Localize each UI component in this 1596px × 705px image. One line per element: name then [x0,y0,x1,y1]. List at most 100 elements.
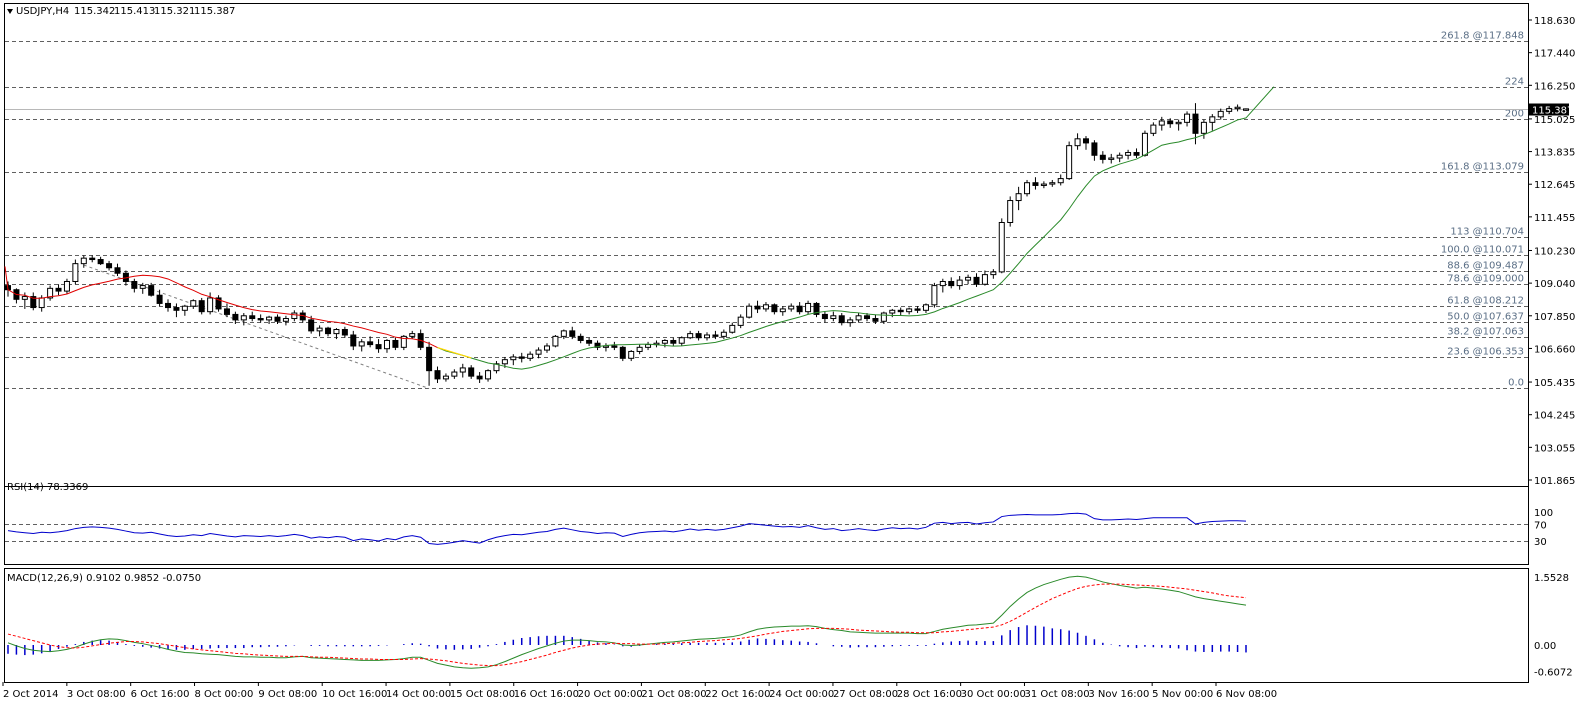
candle-body [266,316,273,321]
candle-body [1116,154,1123,159]
candle-body [855,315,862,321]
axis-layer: 118.630 117.440 116.250 115.025 113.835 112.6… [2,16,1575,700]
time-tick-label: 9 Oct 08:00 [258,689,317,700]
macd-layer [7,575,1247,669]
time-tick-label: 31 Oct 08:00 [1024,689,1089,700]
time-tick-label: 24 Oct 00:00 [769,689,834,700]
candle-body [207,297,214,313]
time-tick-label: 21 Oct 08:00 [641,689,706,700]
price-tick-label: 109.040 [1534,279,1575,290]
rsi-line [7,512,1247,545]
candle-body [1007,200,1014,223]
candle-body [215,297,222,310]
fib-level-label: 88.6 @109.487 [1447,261,1524,272]
time-tick-label: 6 Nov 08:00 [1216,689,1277,700]
candle-body [114,267,121,274]
candle-body [897,309,904,313]
macd-tick-label: 0.00 [1534,641,1556,652]
fib-level-label: 100.0 @110.071 [1441,245,1524,256]
candle-body [80,257,87,265]
macd-tick-label: -0.6072 [1534,668,1573,679]
candle-body [586,339,593,344]
candle-body [1125,152,1132,156]
candle-body [181,305,188,311]
candle-body [771,304,778,313]
price-tick-label: 115.025 [1534,115,1575,126]
candle-body [906,308,913,313]
candle-body [577,335,584,341]
price-tick-label: 112.645 [1534,180,1575,191]
macd-main-line [7,575,1247,669]
candle-body [779,308,786,313]
candle-body [1066,145,1073,180]
candle-body [847,319,854,324]
candle-body [670,339,677,344]
price-tick-label: 117.440 [1534,49,1575,60]
candle-body [72,263,79,282]
candle-body [813,302,820,315]
candle-body [1167,120,1174,125]
candle-body [325,327,332,335]
candle-body [1091,142,1098,156]
price-panel[interactable] [4,3,1529,501]
time-tick-label: 27 Oct 08:00 [833,689,898,700]
candle-body [173,307,180,311]
time-tick-label: 15 Oct 08:00 [450,689,515,700]
candle-body [333,329,340,335]
candle-body [636,346,643,352]
price-tick-label: 113.835 [1534,148,1575,159]
fib-level-label: 224 [1505,77,1524,88]
time-tick-label: 30 Oct 00:00 [961,689,1026,700]
candle-body [148,285,155,296]
candle-body [729,324,736,333]
macd-tick-label: 1.5528 [1534,573,1569,584]
candle-body [1082,138,1089,144]
rsi-header: RSI(14) 78.3369 [7,482,88,493]
candle-body [274,316,281,322]
candle-body [880,312,887,322]
candle-body [796,305,803,313]
candle-body [948,280,955,287]
ohlc-close: 115.387 [194,6,235,17]
macd-panel[interactable] [4,568,1529,683]
time-tick-label: 22 Oct 16:00 [705,689,770,700]
candle-body [383,339,390,350]
fib-level-label: 78.6 @109.000 [1447,274,1524,285]
candle-body [1184,113,1191,123]
candle-body [485,370,492,380]
candle-body [1158,120,1165,126]
candle-body [518,356,525,359]
candle-body [914,308,921,311]
candle-body [1200,121,1207,134]
candle-body [282,318,289,322]
candle-body [956,279,963,287]
candle-body [476,375,483,380]
candle-body [308,319,315,332]
fib-level-label: 50.0 @107.637 [1447,312,1524,323]
candle-body [341,329,348,336]
candle-body [687,333,694,339]
time-tick-label: 8 Oct 00:00 [195,689,254,700]
candle-body [400,335,407,348]
candle-body [661,339,668,344]
time-tick-label: 3 Oct 08:00 [67,689,126,700]
candle-body [805,302,812,313]
candle-body [291,312,298,320]
time-tick-label: 16 Oct 16:00 [514,689,579,700]
current-price-label: 115.387 [1532,106,1573,117]
candle-body [510,356,517,361]
time-tick-label: 3 Nov 16:00 [1088,689,1149,700]
candle-body [1099,154,1106,160]
candle-body [737,316,744,326]
candle-body [232,313,239,321]
candle-body [830,315,837,320]
time-tick-label: 10 Oct 16:00 [322,689,387,700]
rsi-layer [5,512,1528,545]
candle-body [1209,116,1216,123]
collapse-triangle-icon[interactable] [7,9,13,14]
time-tick-label: 14 Oct 00:00 [386,689,451,700]
price-tick-label: 106.660 [1534,344,1575,355]
time-tick-label: 28 Oct 16:00 [897,689,962,700]
candle-body [106,263,113,269]
